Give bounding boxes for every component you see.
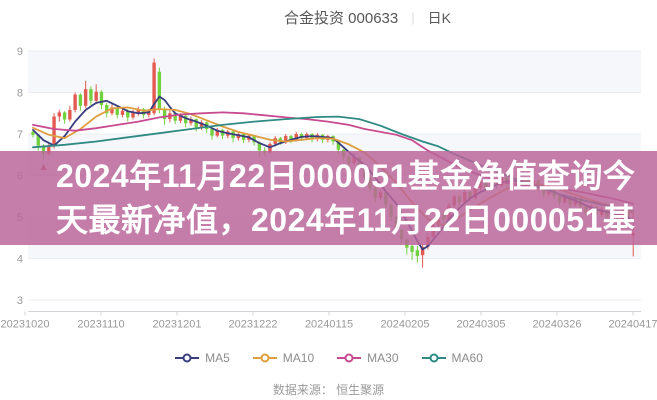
svg-text:3: 3 [17,295,23,307]
svg-text:7: 7 [17,129,23,141]
legend-item-ma10[interactable]: MA10 [252,351,314,365]
ma5-marker-icon [175,353,200,363]
svg-text:20231020: 20231020 [1,319,50,331]
svg-text:20240205: 20240205 [381,319,430,331]
ma30-marker-icon [337,353,362,363]
legend-item-ma60[interactable]: MA60 [421,351,483,365]
overlay-banner: 2024年11月22日000051基金净值查询今 天最新净值，2024年11月2… [0,151,657,245]
svg-text:20231201: 20231201 [153,319,202,331]
svg-text:20240115: 20240115 [305,319,353,331]
data-source-note: 数据来源： 恒生聚源 [272,383,385,397]
header-divider: | [411,10,415,25]
svg-text:20240326: 20240326 [533,319,582,331]
legend-item-ma5[interactable]: MA5 [174,351,230,365]
chart-title: 合金投资 000633 [284,10,399,27]
svg-text:20231222: 20231222 [229,319,278,331]
svg-text:4: 4 [17,254,23,266]
legend: MA5 MA10 MA30 MA60 [0,351,657,365]
overlay-title-line2: 天最新净值，2024年11月22日000051基 [56,202,636,238]
ma60-marker-icon [421,353,446,363]
ma10-marker-icon [252,353,277,363]
legend-item-ma30[interactable]: MA30 [336,351,399,365]
chart-header: 合金投资 000633 | 日K [0,7,657,28]
svg-text:20231110: 20231110 [77,319,124,331]
svg-text:8: 8 [17,88,23,100]
svg-text:20240417: 20240417 [609,319,657,331]
tab-daily-k[interactable]: 日K [427,9,451,26]
svg-text:20240305: 20240305 [457,319,506,331]
svg-text:9: 9 [17,46,23,58]
overlay-title-line1: 2024年11月22日000051基金净值查询今 [56,158,636,194]
